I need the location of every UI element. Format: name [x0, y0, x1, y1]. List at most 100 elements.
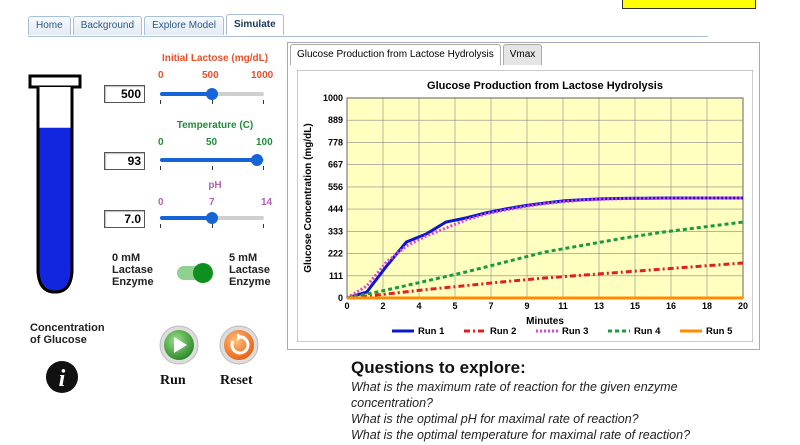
tab-simulate[interactable]: Simulate: [225, 14, 284, 35]
legend-entry: Run 2: [490, 326, 516, 337]
ph-slider-knob[interactable]: [206, 212, 218, 224]
series-group: [346, 196, 744, 300]
y-tick-label: 667: [328, 160, 343, 170]
tube-liquid: [39, 127, 71, 291]
lactose-tick-mid: 500: [202, 70, 219, 81]
question-1: What is the maximum rate of reaction for…: [351, 380, 678, 394]
main-tabs: Home Background Explore Model Simulate: [28, 14, 286, 36]
ph-mark: [160, 224, 161, 228]
y-tick-label: 889: [328, 115, 343, 125]
y-tick-label: 556: [328, 182, 343, 192]
lactose-value-input[interactable]: 500: [104, 85, 145, 103]
enzyme-off-label: 0 mM Lactase Enzyme: [112, 252, 154, 288]
tab-glucose-production[interactable]: Glucose Production from Lactose Hydrolys…: [290, 44, 501, 65]
y-tick-label: 0: [338, 293, 343, 303]
enzyme-off-line: Lactase: [112, 264, 153, 276]
info-icon[interactable]: i: [45, 360, 79, 394]
legend-entry: Run 1: [418, 326, 445, 337]
lactose-tick-min: 0: [158, 70, 164, 81]
lactose-slider-knob[interactable]: [206, 88, 218, 100]
lactose-slider-fill: [160, 92, 212, 96]
x-tick-label: 18: [702, 301, 712, 311]
run-button[interactable]: Run: [160, 373, 186, 388]
x-tick-label: 4: [416, 301, 421, 311]
glucose-label-line: of Glucose: [30, 334, 87, 346]
test-tube: [28, 74, 82, 294]
x-tick-label: 16: [666, 301, 676, 311]
ph-value-input[interactable]: 7.0: [104, 210, 145, 228]
lactose-slider[interactable]: [160, 88, 264, 100]
series-line-run-3: [346, 196, 743, 300]
x-tick-label: 2: [380, 301, 385, 311]
x-tick-label: 5: [452, 301, 457, 311]
ph-slider-title: pH: [208, 180, 222, 191]
temperature-slider-knob[interactable]: [250, 154, 263, 166]
questions-title: Questions to explore:: [351, 358, 526, 377]
lactose-mark: [212, 100, 213, 104]
series-line-run-4: [346, 220, 744, 300]
x-axis-label: Minutes: [526, 316, 564, 327]
lactose-mark: [263, 100, 264, 104]
lactose-mark: [160, 100, 161, 104]
lactose-slider-title: Initial Lactose (mg/dL): [161, 53, 269, 64]
reset-icon[interactable]: [218, 324, 260, 366]
tab-home[interactable]: Home: [28, 16, 71, 35]
glucose-label-line: Concentration: [30, 322, 105, 334]
lactose-tick-max: 1000: [251, 70, 274, 81]
ph-slider[interactable]: [160, 212, 264, 224]
question-3: What is the optimal temperature for maxi…: [351, 428, 691, 442]
chart-title: Glucose Production from Lactose Hydrolys…: [427, 80, 663, 92]
tab-vmax[interactable]: Vmax: [502, 44, 543, 65]
temperature-slider-title: Temperature (C): [176, 120, 254, 131]
temperature-mark: [160, 166, 161, 170]
ph-mark: [212, 224, 213, 228]
legend: Run 1 Run 2 Run 3 Run 4 Run 5: [392, 326, 733, 337]
ph-mark: [263, 224, 264, 228]
enzyme-on-line: Enzyme: [229, 276, 271, 288]
x-tick-label: 15: [630, 301, 640, 311]
tab-divider: [28, 36, 708, 37]
y-tick-label: 111: [329, 271, 343, 281]
temperature-mark: [212, 166, 213, 170]
x-tick-label: 9: [524, 301, 529, 311]
ph-tick-max: 14: [261, 197, 273, 208]
svg-text:i: i: [59, 366, 66, 392]
tab-background[interactable]: Background: [72, 16, 143, 35]
enzyme-toggle-knob[interactable]: [193, 263, 213, 283]
temperature-tick-mid: 50: [206, 137, 218, 148]
x-tick-label: 7: [488, 301, 493, 311]
y-tick-label: 778: [328, 137, 343, 147]
question-2: What is the optimal pH for maximal rate …: [351, 412, 639, 426]
question-1-cont: concentration?: [351, 396, 434, 410]
enzyme-off-line: Enzyme: [112, 276, 154, 288]
enzyme-on-line: 5 mM: [229, 252, 258, 264]
enzyme-toggle[interactable]: [177, 263, 213, 283]
temperature-slider[interactable]: [160, 154, 264, 166]
x-tick-label: 20: [738, 301, 748, 311]
temperature-slider-fill: [160, 158, 257, 162]
x-tick-label: 13: [594, 301, 604, 311]
temperature-tick-max: 100: [256, 137, 273, 148]
reset-button[interactable]: Reset: [220, 373, 253, 388]
x-tick-label: 0: [344, 301, 349, 311]
temperature-value-input[interactable]: 93: [104, 152, 145, 170]
y-axis-label: Glucose Concentration (mg/dL): [303, 123, 314, 272]
y-tick-label: 444: [328, 204, 343, 214]
legend-entry: Run 3: [562, 326, 588, 337]
y-tick-label: 222: [328, 249, 343, 259]
series-line-run-2: [346, 261, 744, 300]
temperature-mark: [263, 166, 264, 170]
temperature-tick-min: 0: [158, 137, 164, 148]
tick-group: 0 111 222 333 444 556 667 778 889 1000 0 2 4 5 7 9 11 13 1…: [323, 93, 748, 311]
grid: [346, 97, 744, 299]
y-tick-label: 1000: [323, 93, 343, 103]
chart-tabs: Glucose Production from Lactose Hydrolys…: [290, 44, 543, 65]
enzyme-on-line: Lactase: [229, 264, 270, 276]
play-icon[interactable]: [158, 324, 200, 366]
glucose-chart: Glucose Production from Lactose Hydrolys…: [297, 70, 753, 342]
tab-explore-model[interactable]: Explore Model: [144, 16, 224, 35]
ph-tick-mid: 7: [209, 197, 215, 208]
ph-tick-min: 0: [158, 197, 164, 208]
y-tick-label: 333: [328, 226, 343, 236]
ph-slider-fill: [160, 216, 212, 220]
